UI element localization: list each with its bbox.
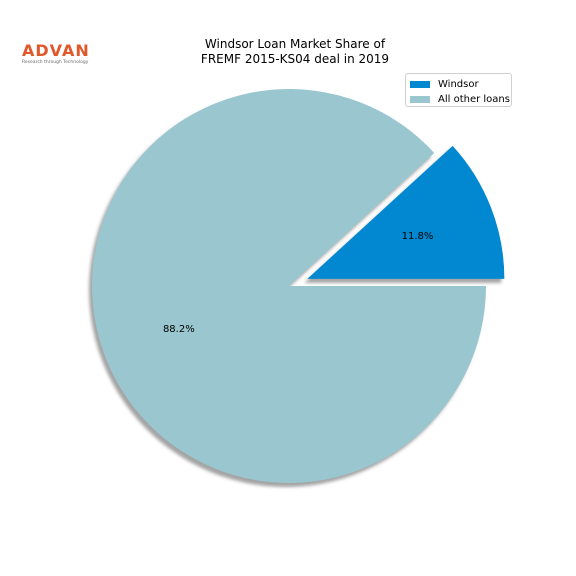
logo-tagline: Research through Technology <box>22 60 89 65</box>
label-layer: 11.8% 88.2% <box>163 231 433 335</box>
legend: Windsor All other loans <box>405 73 512 107</box>
legend-swatch-windsor <box>410 81 430 88</box>
legend-swatch-all-other-loans <box>410 96 430 103</box>
legend-label-all-other-loans: All other loans <box>438 94 510 105</box>
chart-title-line-1: Windsor Loan Market Share of <box>204 37 386 51</box>
pie-label-all-other-loans: 88.2% <box>163 324 195 335</box>
chart-title-line-2: FREMF 2015-KS04 deal in 2019 <box>200 52 390 66</box>
advan-logo: ADVAN Research through Technology <box>22 42 92 66</box>
pie-label-windsor: 11.8% <box>402 231 434 242</box>
legend-label-windsor: Windsor <box>438 79 479 90</box>
pie-slice-all-other-loans <box>92 89 486 484</box>
pie-slice-windsor <box>307 145 505 279</box>
legend-item-windsor: Windsor <box>410 77 507 92</box>
chart-title: Windsor Loan Market Share of FREMF 2015-… <box>145 37 445 67</box>
legend-item-all-other-loans: All other loans <box>410 92 510 107</box>
slice-layer <box>92 89 505 484</box>
logo-wordmark: ADVAN <box>22 41 90 60</box>
